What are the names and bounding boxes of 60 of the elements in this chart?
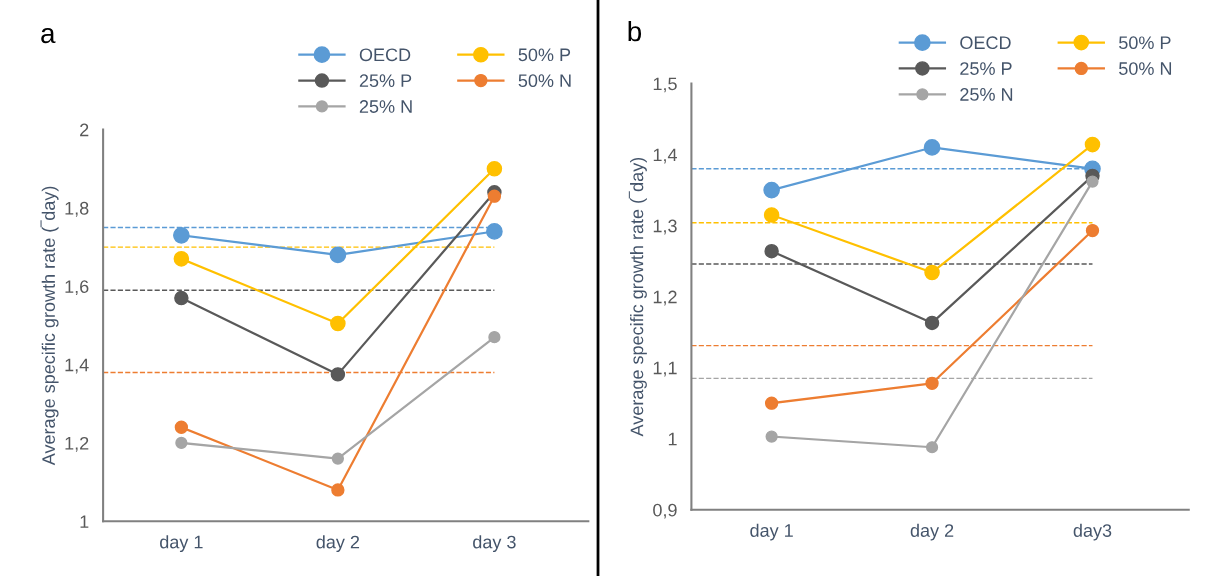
x-tick-label: day 3 [473, 535, 516, 552]
point [925, 376, 939, 390]
y-tick-label: 1,5 [653, 77, 677, 93]
point [924, 315, 940, 331]
x-tick-label: day 2 [910, 523, 954, 541]
y-tick-label: 1 [668, 432, 677, 446]
y-tick-label: 1,6 [65, 280, 89, 296]
point [923, 139, 941, 156]
point [173, 251, 190, 267]
y-tick-label: 1,2 [653, 290, 677, 306]
point [175, 436, 188, 450]
legend-label: 25% N [359, 100, 412, 113]
legend-label: 25% P [960, 62, 1012, 75]
point [765, 430, 778, 443]
point [174, 420, 189, 434]
chart-title: b [628, 20, 642, 42]
chart-title: a [41, 27, 56, 44]
legend-label: 50% P [518, 48, 571, 62]
point [1086, 175, 1099, 188]
y-tick-label: 0,9 [653, 503, 677, 519]
x-tick-label: day 1 [160, 535, 203, 552]
legend-label: 25% N [960, 88, 1013, 101]
point [329, 246, 347, 264]
y-tick-label: 1,2 [65, 436, 89, 452]
x-tick-label: day3 [1073, 523, 1112, 541]
point [764, 396, 779, 410]
legend-label: 50% P [1119, 36, 1171, 50]
point [763, 207, 780, 223]
point [1084, 136, 1101, 153]
y-tick-label: 1 [80, 515, 89, 528]
point [925, 441, 939, 454]
point [763, 181, 780, 199]
point [1085, 223, 1100, 238]
y-axis-title: Average specific growth rate (‾day) [40, 186, 59, 466]
y-tick-label: 2 [80, 123, 89, 137]
legend-label: 25% P [359, 74, 412, 88]
y-tick-label: 1,8 [65, 201, 89, 217]
point [486, 160, 503, 177]
legend-label: OECD [960, 36, 1011, 50]
point [486, 223, 503, 240]
legend-label: 50% N [518, 74, 571, 88]
y-tick-label: 1,4 [653, 148, 677, 164]
x-tick-label: day 1 [750, 523, 793, 541]
legend-label: 50% N [1119, 62, 1172, 75]
point [173, 227, 190, 244]
point [487, 189, 502, 203]
point [764, 243, 779, 259]
point [330, 367, 346, 382]
point [924, 264, 940, 281]
point [331, 483, 345, 497]
y-tick-label: 1,3 [653, 219, 677, 235]
point [488, 331, 501, 344]
point [174, 290, 189, 306]
x-tick-label: day 2 [316, 535, 360, 552]
y-tick-label: 1,4 [65, 358, 89, 374]
point [331, 452, 344, 465]
point [330, 315, 346, 332]
y-axis-title: Average specific growth rate (‾day) [628, 157, 647, 437]
legend-label: OECD [359, 48, 411, 62]
y-tick-label: 1,1 [653, 361, 677, 377]
